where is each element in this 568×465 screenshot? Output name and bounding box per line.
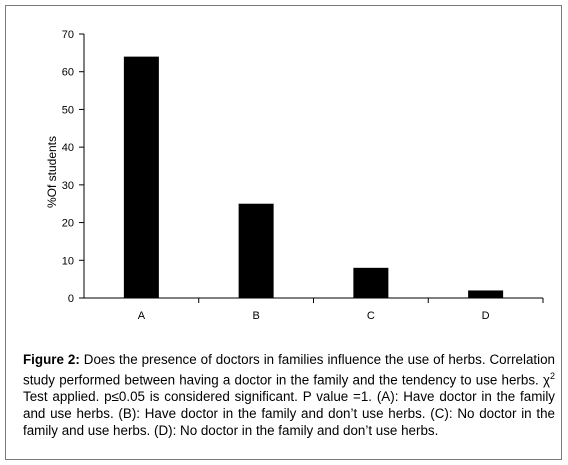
y-tick-label: 0 — [68, 293, 74, 305]
bar-a — [123, 56, 159, 298]
x-category-label: C — [367, 310, 375, 322]
y-tick-label: 70 — [62, 29, 74, 41]
bar-b — [238, 203, 274, 298]
figure-frame: %Of students 0 10 20 30 40 50 60 70 A B C D Figure … — [5, 5, 562, 460]
caption-text-2: Test applied. p≤0.05 is considered signi… — [23, 389, 555, 439]
caption-superscript: 2 — [549, 371, 555, 381]
figure-caption: Figure 2: Does the presence of doctors i… — [23, 351, 555, 439]
y-tick-label: 60 — [62, 67, 74, 79]
y-axis-label: %Of students — [45, 136, 59, 208]
y-tick-label: 10 — [62, 255, 74, 267]
x-category-label: D — [482, 310, 490, 322]
x-category-label: B — [252, 310, 259, 322]
caption-text-1: Does the presence of doctors in families… — [23, 352, 556, 388]
caption-label: Figure 2: — [23, 352, 80, 367]
y-tick-label: 30 — [62, 180, 74, 192]
bar-chart: %Of students 0 10 20 30 40 50 60 70 A B C D — [45, 29, 544, 322]
y-tick-label: 50 — [62, 104, 74, 116]
y-tick-label: 20 — [62, 218, 74, 230]
bar-c — [353, 267, 389, 298]
bar-d — [468, 290, 504, 298]
x-category-label: A — [138, 310, 146, 322]
y-tick-label: 40 — [62, 142, 74, 154]
